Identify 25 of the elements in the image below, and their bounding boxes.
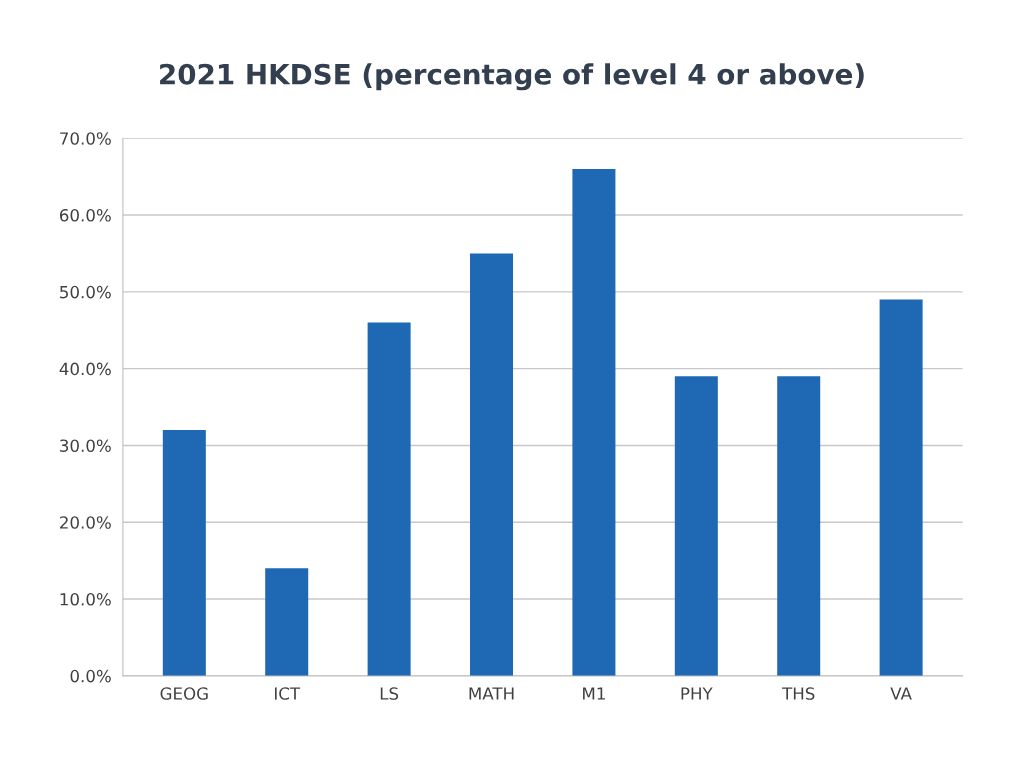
y-tick-label: 50.0% <box>60 285 111 299</box>
x-tick-label: THS <box>782 687 815 700</box>
x-tick-label: PHY <box>681 687 713 700</box>
bar <box>879 299 923 676</box>
y-tick-label: 20.0% <box>60 516 111 529</box>
bar <box>162 430 206 676</box>
x-tick-label: ICT <box>274 687 301 700</box>
y-tick-label: 60.0% <box>59 209 111 222</box>
y-tick-label: 0.0% <box>70 669 111 683</box>
y-tick-label: 70.0% <box>60 132 111 145</box>
y-tick-label: 30.0% <box>60 439 111 453</box>
bar <box>674 376 718 676</box>
x-tick-label: M1 <box>583 687 605 700</box>
bar <box>367 322 411 676</box>
chart-title: 2021 HKDSE (percentage of level 4 or above) <box>160 63 864 91</box>
bar <box>572 168 616 676</box>
bar <box>265 568 309 676</box>
y-tick-label: 10.0% <box>60 593 111 606</box>
x-tick-label: MATH <box>469 687 514 700</box>
bar <box>470 253 514 676</box>
y-tick-label: 40.0% <box>59 362 111 376</box>
bar <box>777 376 821 676</box>
x-tick-label: LS <box>380 687 399 700</box>
x-tick-label: GEOG <box>160 687 208 700</box>
x-tick-label: VA <box>890 687 912 700</box>
